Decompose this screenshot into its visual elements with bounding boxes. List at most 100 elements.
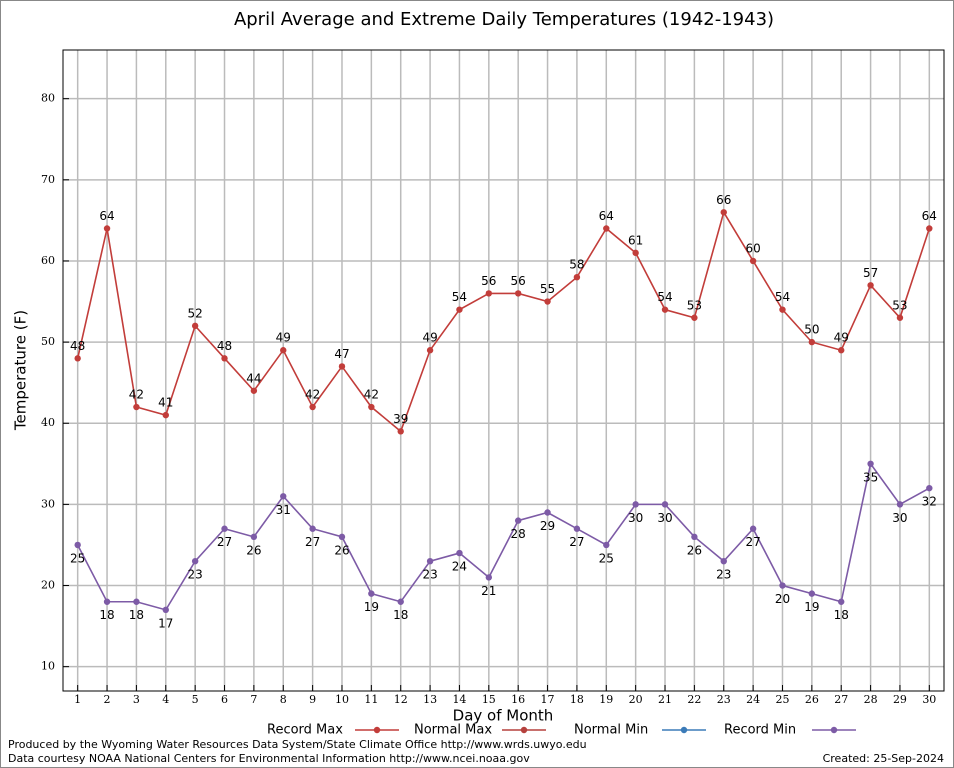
data-label: 30 <box>628 511 643 525</box>
data-label: 32 <box>922 495 937 509</box>
data-label: 55 <box>540 282 555 296</box>
data-point <box>74 355 81 362</box>
data-label: 60 <box>745 241 760 255</box>
data-point <box>368 403 375 411</box>
data-point <box>133 598 140 605</box>
legend-label: Record Min <box>724 723 796 738</box>
data-point <box>485 574 493 581</box>
data-point <box>426 557 434 565</box>
data-point <box>632 249 639 257</box>
data-point <box>544 298 551 305</box>
data-label: 49 <box>834 331 849 345</box>
x-tick-label: 27 <box>834 693 848 706</box>
data-point <box>191 557 199 565</box>
data-label: 26 <box>687 543 702 557</box>
data-label: 44 <box>246 371 261 385</box>
data-label: 52 <box>188 306 203 320</box>
data-point <box>779 306 786 313</box>
data-point <box>426 347 434 354</box>
data-point <box>749 257 757 265</box>
data-point <box>603 225 610 232</box>
data-label: 26 <box>334 543 349 557</box>
data-label: 35 <box>863 470 878 484</box>
data-label: 18 <box>834 608 849 622</box>
data-point <box>691 314 698 321</box>
data-label: 29 <box>540 519 555 533</box>
x-tick-label: 22 <box>687 693 701 706</box>
data-label: 53 <box>687 298 702 312</box>
legend-marker <box>830 726 838 734</box>
data-point <box>397 598 404 605</box>
data-label: 57 <box>863 266 878 280</box>
data-point <box>338 363 346 370</box>
data-point <box>221 525 228 532</box>
legend-label: Normal Min <box>574 723 648 738</box>
data-label: 18 <box>393 608 408 622</box>
data-label: 50 <box>804 323 819 337</box>
x-tick-label: 26 <box>805 693 819 706</box>
data-label: 42 <box>364 388 379 402</box>
data-point <box>338 533 346 541</box>
data-label: 49 <box>422 331 437 345</box>
data-point <box>838 598 845 605</box>
data-point <box>896 501 904 508</box>
footer-text: Data courtesy NOAA National Centers for … <box>8 752 530 765</box>
data-label: 58 <box>569 258 584 272</box>
data-point <box>632 501 639 508</box>
data-label: 48 <box>70 339 85 353</box>
data-point <box>250 387 258 394</box>
data-label: 47 <box>334 347 349 361</box>
x-tick-label: 28 <box>864 693 878 706</box>
legend-label: Record Max <box>267 723 343 738</box>
data-point <box>661 501 669 508</box>
x-tick-label: 20 <box>629 693 643 706</box>
data-label: 53 <box>892 298 907 312</box>
chart-title: April Average and Extreme Daily Temperat… <box>234 9 774 30</box>
data-point <box>162 411 169 419</box>
data-label: 49 <box>276 331 291 345</box>
data-point <box>162 606 169 614</box>
data-point <box>221 355 228 362</box>
series-line <box>76 461 930 611</box>
data-point <box>573 525 581 532</box>
created-text: Created: 25-Sep-2024 <box>823 752 944 765</box>
data-point <box>397 428 404 435</box>
y-tick-label: 80 <box>41 92 55 105</box>
data-point <box>250 533 258 541</box>
data-label: 31 <box>276 503 291 517</box>
data-label: 27 <box>305 535 320 549</box>
data-label: 18 <box>99 608 114 622</box>
data-label: 42 <box>129 388 144 402</box>
data-point <box>191 322 199 330</box>
data-point <box>661 306 669 313</box>
x-tick-label: 5 <box>192 693 199 706</box>
data-label: 25 <box>70 551 85 565</box>
data-point <box>133 403 140 411</box>
data-point <box>926 484 933 492</box>
data-point <box>896 314 904 321</box>
x-tick-label: 2 <box>104 693 111 706</box>
x-tick-label: 12 <box>394 693 408 706</box>
y-tick-label: 20 <box>41 579 55 592</box>
x-tick-label: 8 <box>280 693 287 706</box>
data-label: 66 <box>716 193 731 207</box>
data-point <box>926 225 933 232</box>
data-label: 27 <box>569 535 584 549</box>
data-label: 21 <box>481 584 496 598</box>
data-point <box>514 517 522 524</box>
y-axis-label: Temperature (F) <box>12 310 30 431</box>
series-line <box>76 210 931 433</box>
legend-marker <box>373 726 381 734</box>
plot-area <box>62 49 945 692</box>
y-tick-label: 30 <box>41 497 55 510</box>
x-tick-label: 16 <box>511 693 525 706</box>
data-point <box>485 290 493 297</box>
x-tick-label: 3 <box>133 693 140 706</box>
x-tick-label: 10 <box>335 693 349 706</box>
x-tick-label: 14 <box>452 693 466 706</box>
data-label: 64 <box>922 209 937 223</box>
data-point <box>103 225 111 232</box>
data-label: 56 <box>481 274 496 288</box>
data-point <box>691 533 698 541</box>
